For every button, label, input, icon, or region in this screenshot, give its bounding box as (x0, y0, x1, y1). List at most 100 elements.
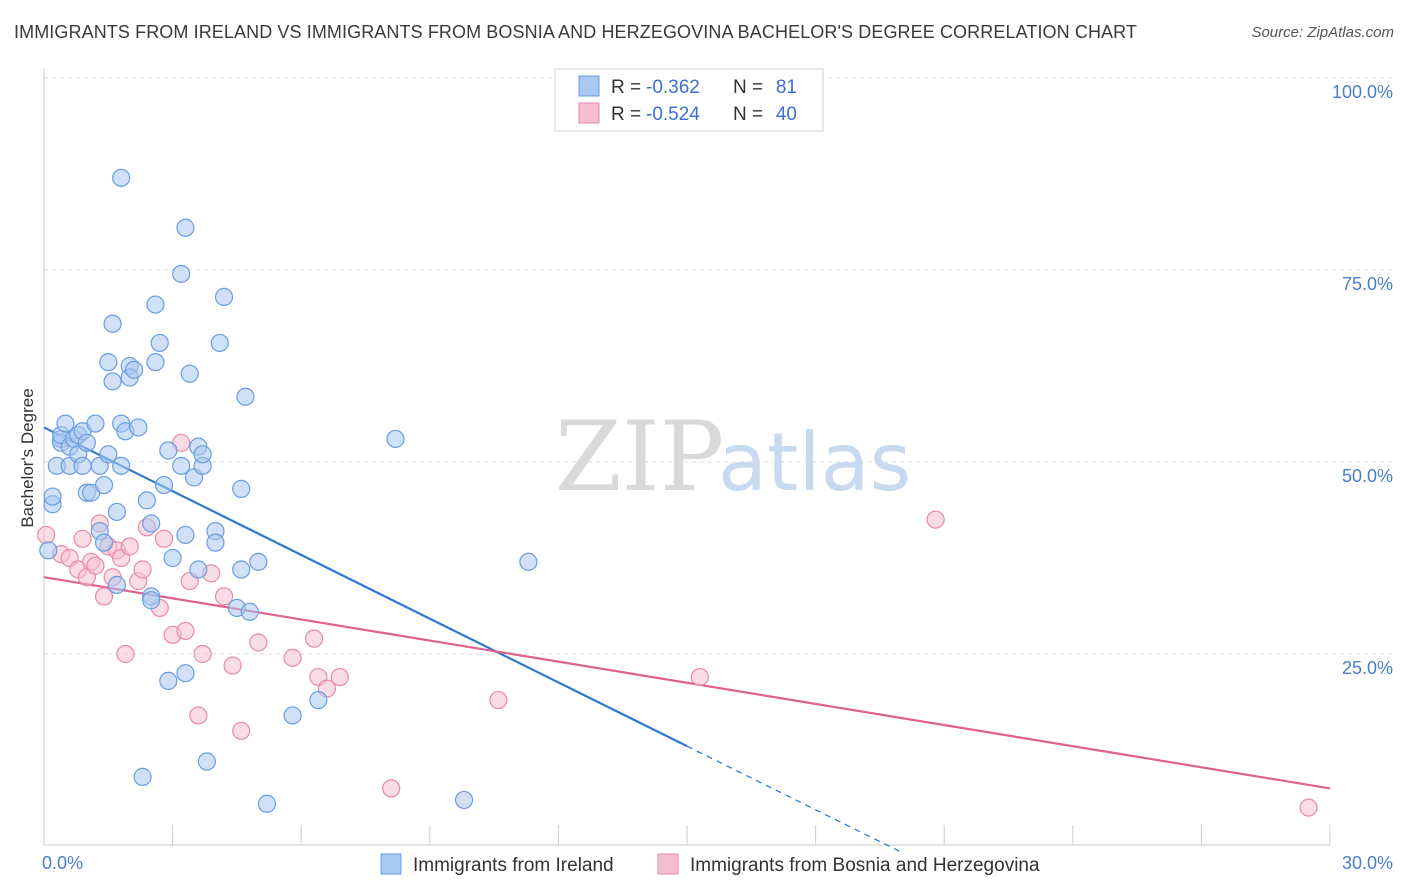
point-bosnia-17 (133, 560, 152, 579)
point-ireland-52 (176, 664, 195, 683)
watermark: ZIP atlas (555, 401, 911, 513)
point-ireland-70 (249, 552, 268, 571)
point-ireland-53 (176, 525, 195, 545)
point-ireland-68 (236, 387, 255, 406)
y-tick-label-1: 50.0% (1342, 466, 1393, 486)
point-bosnia-41 (1299, 798, 1318, 817)
legend-r-label-bosnia: R = (611, 104, 641, 125)
legend-n-value-ireland: 81 (776, 77, 797, 98)
point-bosnia-4 (73, 529, 92, 548)
point-ireland-48 (163, 548, 182, 568)
point-bosnia-0 (37, 525, 56, 545)
point-bosnia-30 (232, 721, 251, 740)
axis-layer: 25.0% 50.0% 75.0% 100.0% 0.0% 30.0% (42, 68, 1393, 873)
point-ireland-45 (154, 475, 174, 495)
bottom-legend-swatch-ireland (380, 853, 402, 875)
point-ireland-44 (150, 333, 169, 353)
point-bosnia-26 (193, 644, 212, 664)
point-bosnia-15 (120, 537, 139, 556)
point-ireland-75 (454, 790, 474, 810)
y-tick-label-2: 75.0% (1342, 274, 1393, 294)
point-bosnia-32 (283, 648, 302, 667)
point-ireland-2 (43, 487, 62, 506)
point-bosnia-28 (214, 587, 234, 606)
point-bosnia-37 (382, 779, 401, 798)
point-ireland-26 (103, 314, 122, 333)
source-credit: Source: ZipAtlas.com (1251, 24, 1394, 41)
point-ireland-42 (146, 353, 165, 372)
point-ireland-74 (386, 429, 405, 449)
point-ireland-62 (206, 533, 225, 552)
point-bosnia-40 (926, 510, 945, 529)
trend-line-ireland-extension (686, 745, 902, 853)
point-ireland-73 (309, 690, 328, 710)
watermark-zip: ZIP (555, 401, 724, 513)
y-axis-label: Bachelor's Degree (18, 388, 37, 527)
point-ireland-7 (56, 414, 75, 433)
point-ireland-23 (99, 445, 118, 464)
point-bosnia-29 (223, 656, 242, 675)
point-ireland-69 (240, 602, 259, 621)
point-ireland-50 (172, 456, 191, 475)
legend-r-value-bosnia: -0.524 (646, 104, 700, 125)
point-ireland-71 (257, 794, 277, 813)
x-tick-label-1: 30.0% (1342, 853, 1393, 873)
point-ireland-28 (107, 575, 126, 594)
point-ireland-40 (142, 591, 161, 610)
point-ireland-54 (180, 364, 199, 383)
point-ireland-22 (94, 475, 114, 495)
legend-r-value-ireland: -0.362 (646, 77, 700, 98)
point-ireland-72 (283, 706, 302, 725)
point-ireland-49 (172, 264, 191, 283)
bottom-legend-label-bosnia: Immigrants from Bosnia and Herzegovina (690, 855, 1040, 876)
point-ireland-37 (133, 767, 152, 786)
page-title: IMMIGRANTS FROM IRELAND VS IMMIGRANTS FR… (14, 22, 1138, 42)
point-bosnia-33 (304, 629, 324, 648)
point-ireland-14 (73, 456, 92, 475)
legend-r-label-ireland: R = (611, 77, 641, 98)
point-bosnia-25 (189, 706, 208, 725)
legend-box (554, 68, 824, 132)
bottom-legend-swatch-bosnia (657, 853, 679, 875)
point-ireland-59 (193, 445, 212, 464)
point-ireland-43 (146, 295, 165, 314)
points-layer (37, 168, 1318, 817)
point-ireland-63 (210, 333, 229, 353)
legend-swatch-ireland (578, 75, 600, 97)
legend-n-value-bosnia: 40 (776, 104, 797, 125)
point-ireland-15 (77, 433, 96, 452)
point-ireland-24 (99, 353, 118, 372)
point-ireland-67 (232, 479, 251, 498)
point-ireland-35 (124, 360, 144, 379)
point-bosnia-7 (86, 556, 105, 575)
point-bosnia-36 (330, 667, 349, 687)
legend-swatch-bosnia (578, 102, 600, 124)
point-ireland-60 (197, 752, 216, 771)
legend-n-label-bosnia: N = (733, 104, 763, 125)
point-bosnia-23 (176, 621, 195, 641)
point-bosnia-31 (249, 633, 268, 652)
point-ireland-41 (142, 514, 161, 533)
point-ireland-36 (129, 418, 148, 437)
legend-n-label-ireland: N = (733, 77, 763, 98)
top-legend: R = -0.362 N = 81 R = -0.524 N = 40 (554, 68, 824, 132)
bottom-legend-label-ireland: Immigrants from Ireland (413, 855, 614, 876)
point-ireland-27 (107, 502, 126, 522)
point-ireland-38 (137, 491, 156, 510)
point-bosnia-38 (489, 690, 508, 710)
point-ireland-51 (176, 218, 195, 237)
grid-layer (44, 77, 1392, 655)
point-ireland-46 (159, 441, 178, 460)
point-ireland-47 (159, 671, 178, 690)
point-bosnia-14 (116, 644, 135, 664)
bottom-legend: Immigrants from Ireland Immigrants from … (380, 853, 1040, 876)
point-ireland-25 (103, 372, 122, 391)
point-bosnia-9 (94, 587, 114, 606)
y-tick-label-3: 100.0% (1332, 82, 1393, 102)
watermark-atlas: atlas (718, 416, 911, 509)
point-ireland-21 (94, 533, 114, 552)
x-tick-label-0: 0.0% (42, 853, 83, 873)
point-ireland-57 (189, 560, 208, 579)
point-ireland-64 (214, 287, 234, 306)
